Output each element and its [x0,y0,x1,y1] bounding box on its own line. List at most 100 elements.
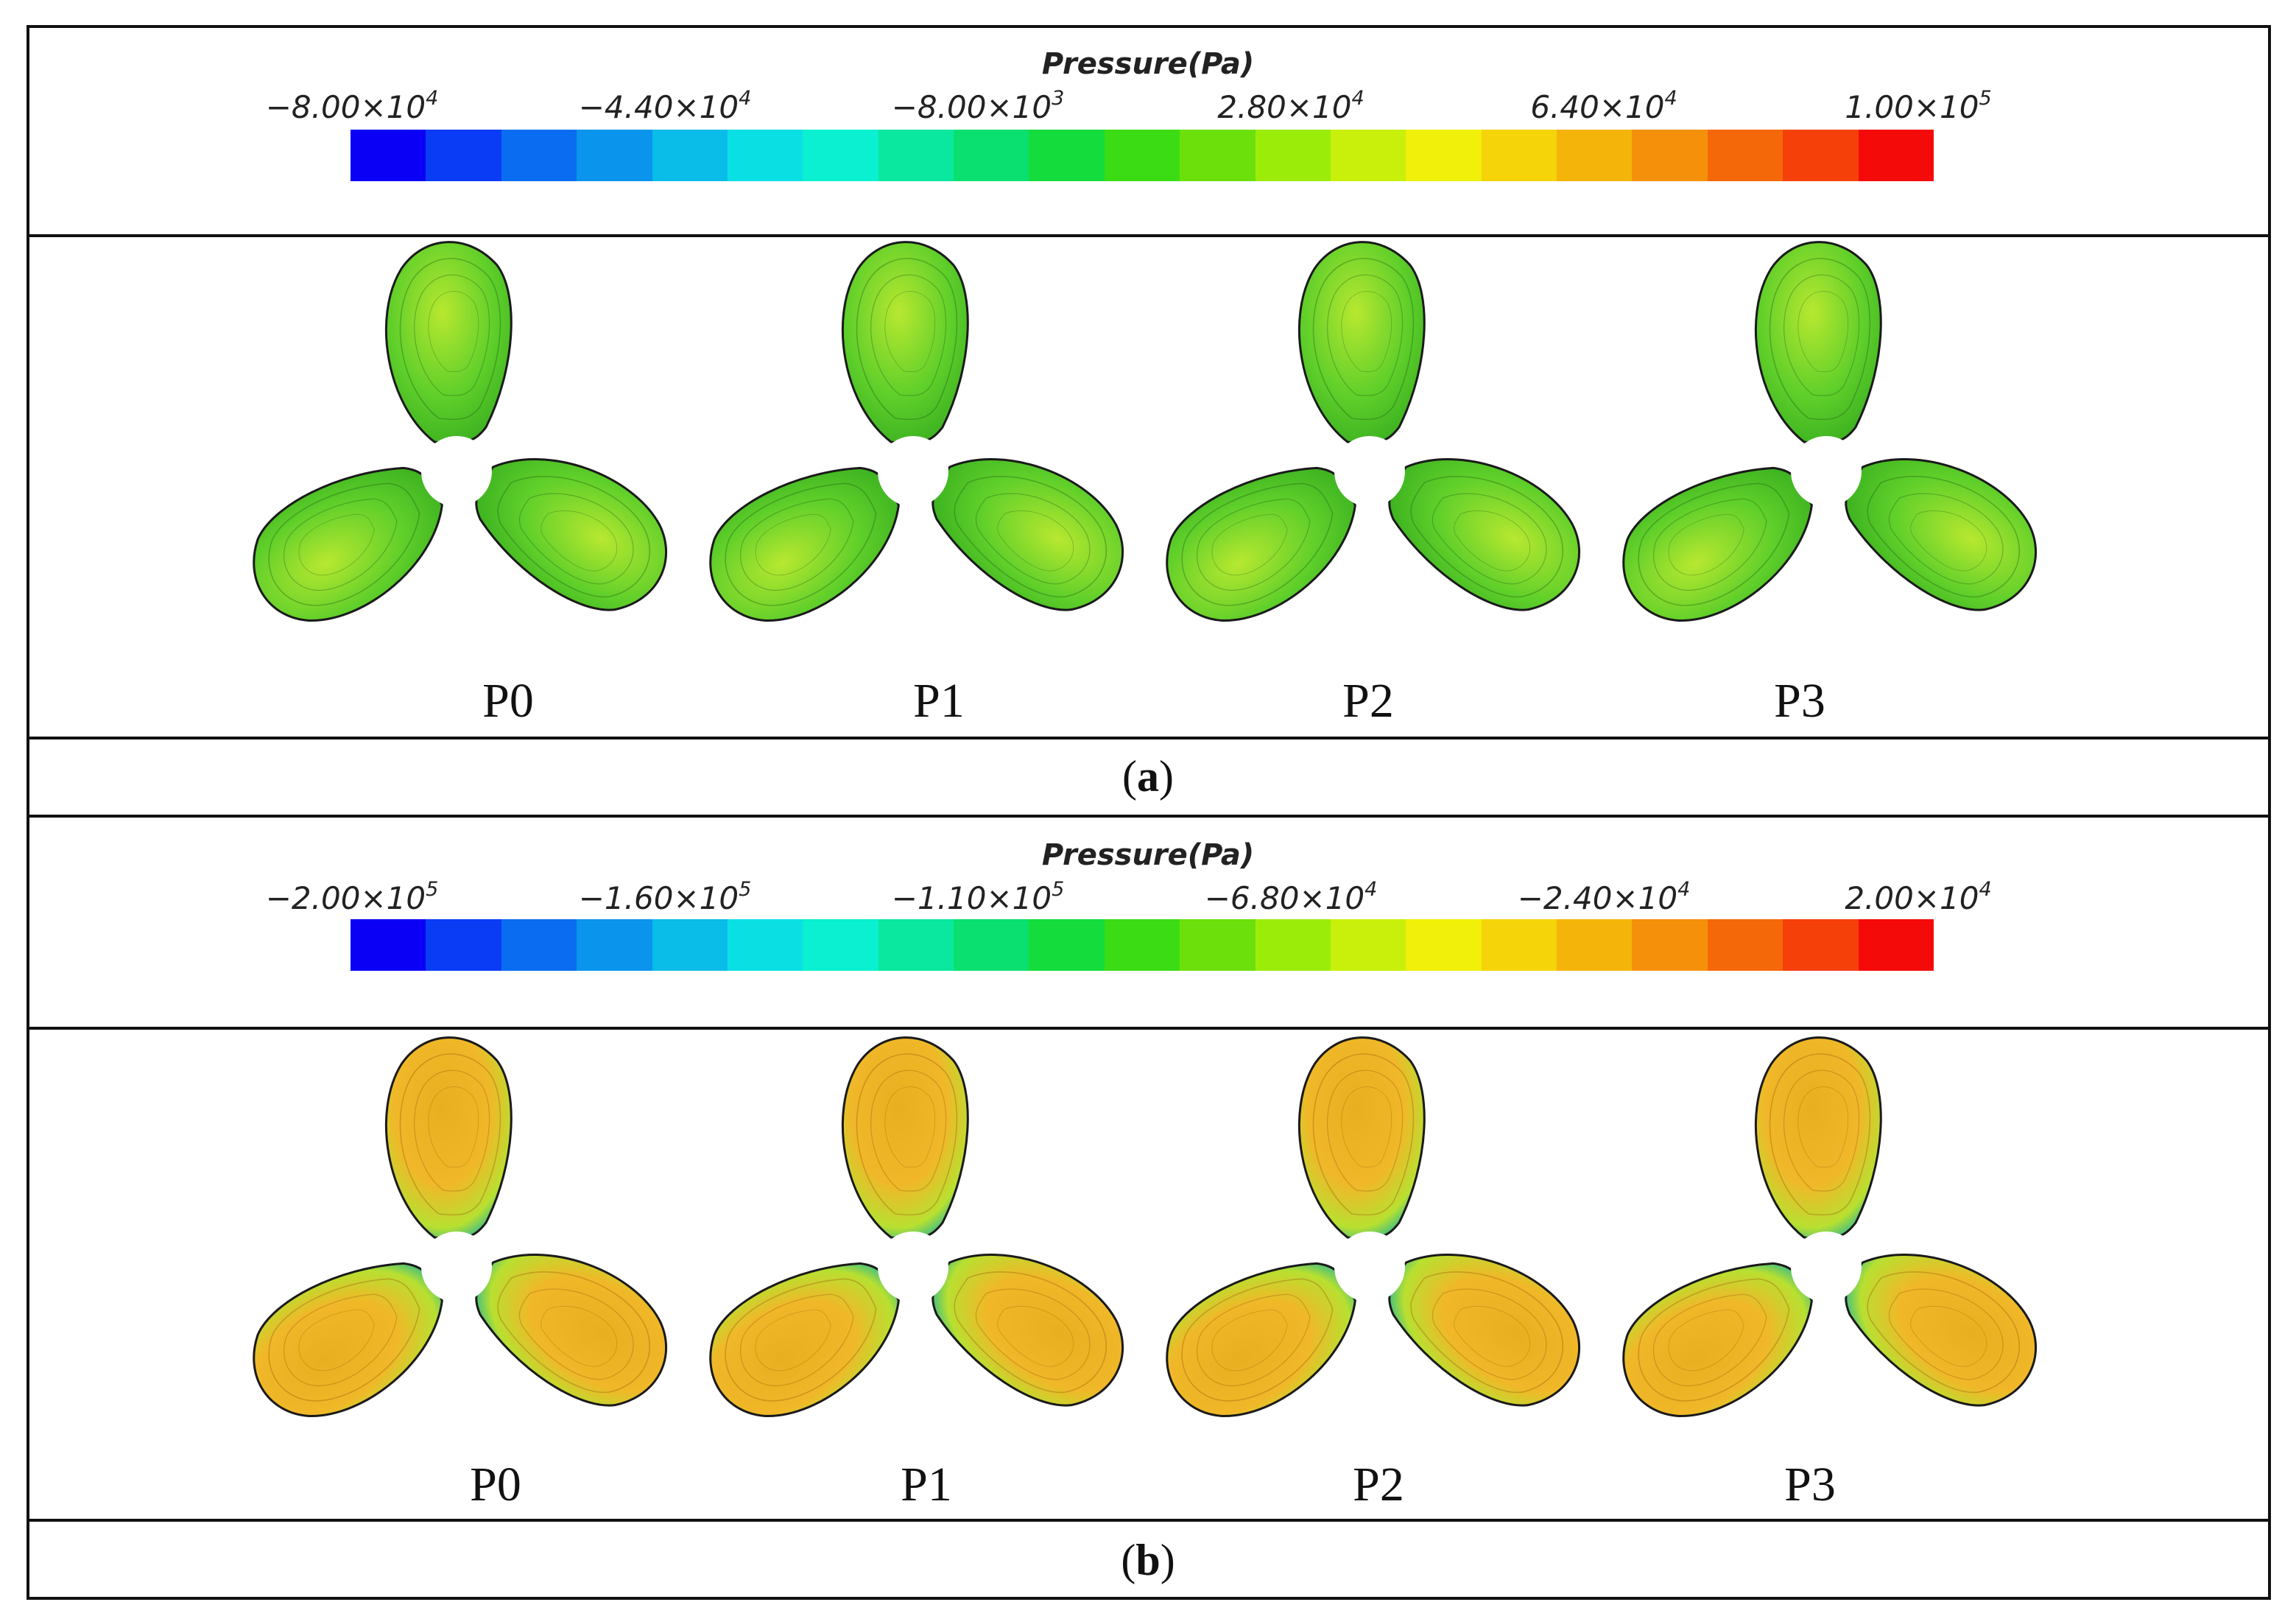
panel-a-propeller-3-contour [1783,274,1860,396]
panel-a-propeller-1-contour [725,482,877,606]
panel-a-propeller-1-hub [878,436,948,507]
panel-b-legend-title: Pressure(Pa) [1041,838,1255,872]
panel-a-tick-0: −8.00×104 [265,87,439,125]
panel-a-propeller-2-contour [1410,476,1564,598]
panel-a-propeller-1-contour [870,274,947,396]
panel-a-propeller-2-contour [1454,510,1531,572]
panel-a-label-p0: P0 [482,674,534,728]
panel-a-colorbar-swatch-16 [1557,130,1633,181]
panel-a-propeller-2-contour [1341,291,1392,373]
panel-a-colorbar-swatch-10 [1104,130,1180,181]
panel-b-propeller-0-blade-0 [384,1036,513,1240]
panel-b-propeller-1-contour [870,1069,947,1192]
panel-a-propeller-2-contour [1327,274,1404,396]
panel-b-colorbar-swatch-12 [1255,919,1331,971]
panel-a-propeller-2-blade-1 [1388,458,1580,611]
panel-a-propeller-3-blade-1 [1845,458,2037,611]
panel-b-propeller-3-contour [1783,1069,1860,1192]
panel-b-propeller-1-contour [997,1306,1074,1367]
panel-b-propeller-0 [253,1036,667,1417]
panel-a-propeller-0-contour [298,513,375,576]
panel-a-caption: (a) [1122,752,1174,801]
panel-a-propeller-0-contour [540,510,618,572]
panel-a-colorbar-swatch-6 [803,130,878,181]
panel-b-propeller-3-contour [1668,1309,1744,1371]
panel-a-propeller-0-contour [518,493,634,585]
panel-a-colorbar-swatch-20 [1858,130,1934,181]
panel-a-colorbar-swatch-0 [351,130,426,181]
panel-b-tick-3: −6.80×104 [1204,878,1378,916]
panel-a-tick-1: −4.40×104 [578,87,752,125]
panel-b-tick-1: −1.60×105 [578,878,752,916]
panel-b-propeller-1-contour [856,1053,958,1216]
panel-b-tick-5: 2.00×104 [1845,878,1992,916]
panel-a-propeller-1-contour [884,291,936,373]
panel-a-propeller-3-contour [1668,513,1744,576]
panel-b-colorbar-swatch-17 [1632,919,1708,971]
panel-b-colorbar-swatch-11 [1180,919,1256,971]
panel-b-label-p2: P2 [1353,1458,1404,1511]
panel-a-tick-4: 6.40×104 [1530,87,1677,125]
panel-a-propeller-2-contour [1196,498,1311,591]
panel-b-propeller-2-blade-2 [1166,1262,1356,1417]
panel-b-colorbar-swatch-18 [1707,919,1783,971]
panel-a-colorbar-swatch-8 [954,130,1029,181]
panel-a-propeller-2-hub [1334,436,1405,507]
panel-a-propeller-1-contour [954,476,1107,598]
panel-b-colorbar-swatch-0 [351,919,426,971]
panel-a-propeller-0-contour [428,291,479,373]
panel-a-colorbar-swatch-7 [878,130,954,181]
panel-b-tick-2: −1.10×105 [891,878,1065,916]
panel-b-propeller-1-contour [975,1288,1091,1380]
panel-b-colorbar-swatch-13 [1330,919,1406,971]
panel-b-label-p1: P1 [901,1458,952,1511]
panel-a-propeller-1-contour [975,493,1091,585]
panel-b-propeller-1-blade-2 [709,1262,900,1417]
panel-b-propeller-1-contour [725,1278,877,1402]
panel-b-propeller-2-contour [1211,1309,1288,1371]
panel-b-propeller-2-contour [1454,1306,1531,1367]
panel-b-propeller-2-contour [1341,1086,1392,1168]
panel-a-propeller-0-blade-2 [253,466,443,622]
panel-a-colorbar-swatch-13 [1330,130,1406,181]
panel-a-propeller-0-contour [268,482,420,606]
panel-a-colorbar-swatch-9 [1029,130,1105,181]
panel-b-propeller-1 [709,1036,1124,1417]
panel-b-colorbar-swatch-10 [1104,919,1180,971]
panel-a-tick-5: 1.00×105 [1845,87,1992,125]
panel-a-propeller-2-contour [1432,493,1547,585]
panel-a-propeller-3-blade-2 [1622,466,1813,622]
panel-b-propeller-3-contour [1910,1306,1987,1367]
panel-a-propeller-2 [1166,241,1580,622]
panel-a-colorbar-swatch-1 [426,130,501,181]
panel-a-propeller-3-blade-0 [1754,241,1882,445]
panel-a-propeller-0-blade-0 [384,241,513,445]
panel-b-label-p0: P0 [470,1458,521,1511]
panel-b-propeller-2-hub [1334,1232,1405,1302]
panel-a-propeller-3-contour [1797,291,1849,373]
panel-b-tick-0: −2.00×105 [265,878,439,916]
panel-a-label-p1: P1 [913,674,965,728]
panel-b-propeller-3-contour [1652,1293,1767,1387]
panel-b-propeller-2-contour [1432,1288,1547,1380]
panel-b-propeller-2 [1166,1036,1580,1417]
panel-a-colorbar-swatch-5 [727,130,803,181]
panel-b-propeller-2-contour [1327,1069,1404,1192]
panel-b-propeller-0-blade-1 [475,1254,667,1407]
panel-b-propeller-3-contour [1867,1271,2021,1394]
panel-b-colorbar-swatch-8 [954,919,1029,971]
panel-a-colorbar-swatch-11 [1180,130,1256,181]
panel-a-colorbar-swatch-15 [1481,130,1557,181]
panel-b-propeller-0-contour [283,1293,398,1387]
panel-b-propeller-3-contour [1797,1086,1849,1168]
panel-b-propeller-1-blade-0 [841,1036,969,1240]
panel-b-caption-cell [27,1519,2271,1600]
panel-a-colorbar [351,130,1934,181]
panel-b-colorbar-swatch-19 [1783,919,1859,971]
panel-b-colorbar-swatch-15 [1481,919,1557,971]
panel-b-propeller-0-contour [497,1271,651,1394]
panel-a-propeller-2-contour [1312,258,1415,421]
panel-b-tick-4: −2.40×104 [1517,878,1691,916]
panel-b-propeller-3-blade-2 [1622,1262,1813,1417]
